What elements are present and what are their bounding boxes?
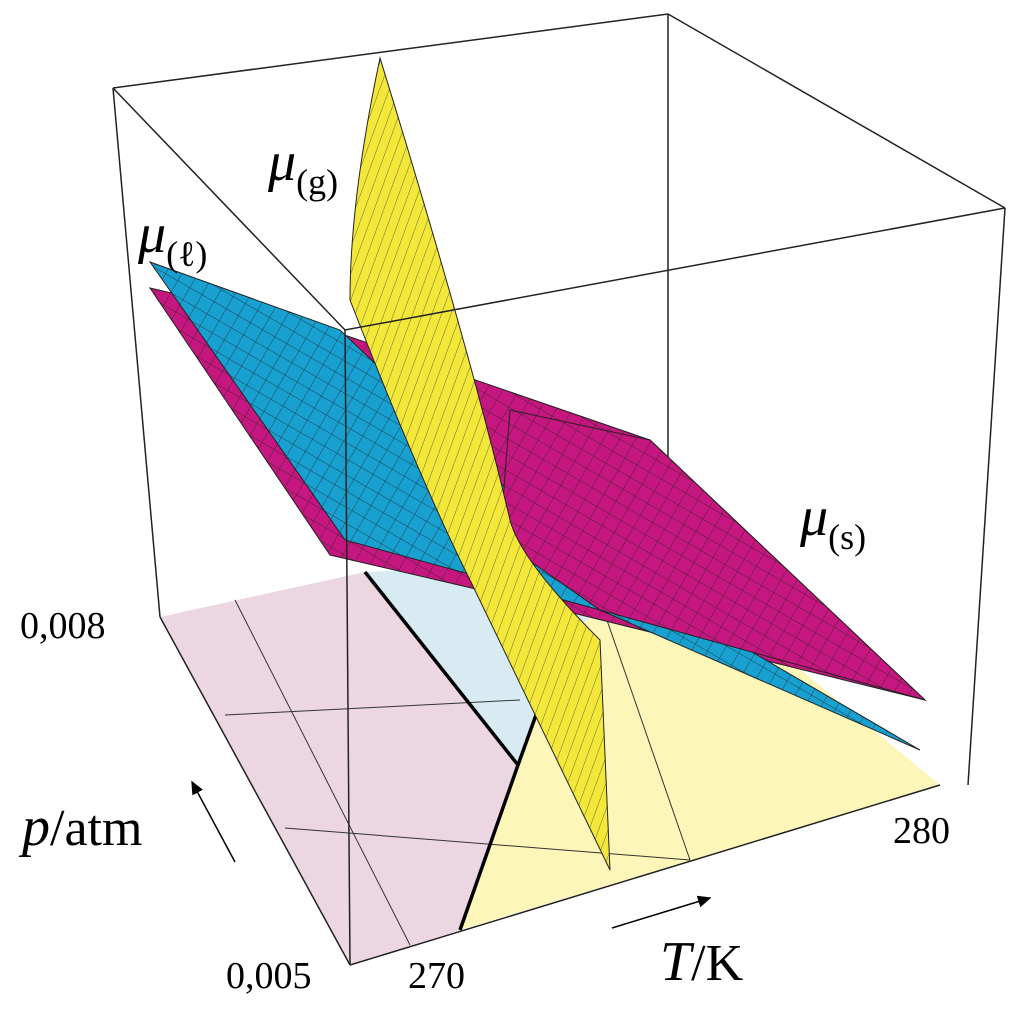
p-tick-label: 0,005 (226, 955, 312, 997)
p-axis-label: p/atm (18, 796, 142, 858)
t-tick-label: 270 (408, 955, 465, 997)
solid-label: μ(s) (799, 486, 866, 557)
t-tick-label: 280 (893, 810, 950, 852)
gas-mesh (350, 58, 610, 870)
liquid-mesh (150, 262, 920, 750)
p-arrow (191, 780, 236, 863)
p-tick-label: 0,008 (20, 605, 106, 647)
solid-region (160, 572, 518, 965)
t-axis-label: T/K (660, 931, 744, 993)
gas-label: μ(g) (267, 131, 338, 202)
t-arrow (611, 895, 712, 929)
solid-mesh-front (500, 410, 925, 700)
floor-grid (224, 599, 691, 946)
bounding-box-front (112, 87, 1006, 966)
liquid-label: μ(ℓ) (137, 203, 207, 274)
